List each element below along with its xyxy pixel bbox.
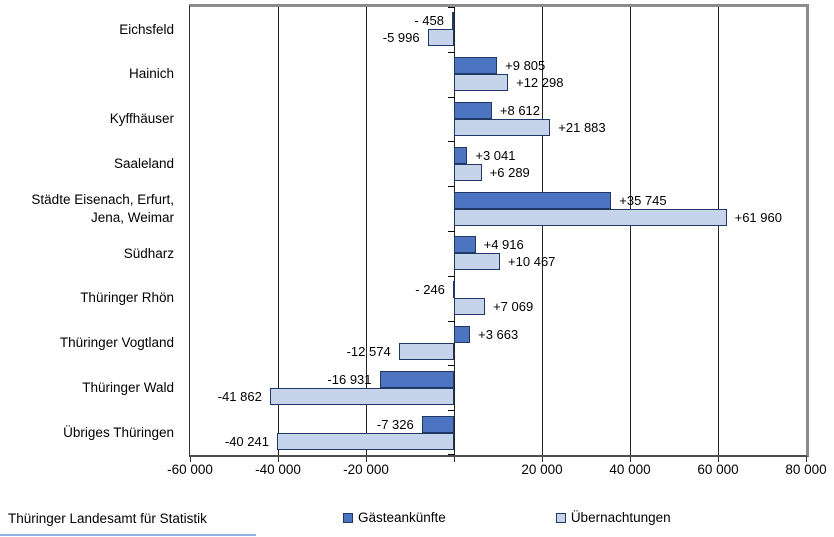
bar-uebernachtungen bbox=[454, 208, 727, 226]
category-axis: Eichsfeld Hainich Kyffhäuser Saaleland Städt… bbox=[0, 7, 182, 455]
x-axis-tick bbox=[630, 457, 631, 462]
bar-gaesteankuenfte bbox=[452, 281, 455, 299]
bar-uebernachtungen bbox=[454, 163, 482, 181]
gridline bbox=[277, 7, 279, 455]
value-label: - 246 bbox=[415, 282, 445, 298]
footer-underline bbox=[0, 534, 256, 536]
category-tick bbox=[448, 365, 455, 366]
category-label: Saaleland bbox=[113, 156, 174, 172]
x-axis-tick bbox=[190, 457, 191, 462]
bar-gaesteankuenfte bbox=[379, 370, 454, 388]
source-text: Thüringer Landesamt für Statistik bbox=[8, 511, 207, 526]
bar-gaesteankuenfte bbox=[454, 146, 468, 164]
bar-uebernachtungen bbox=[454, 253, 501, 271]
legend-swatch bbox=[343, 512, 353, 523]
value-label: -5 996 bbox=[382, 30, 420, 46]
category-label: Kyffhäuser bbox=[109, 111, 174, 127]
category-label: Thüringer Wald bbox=[82, 380, 174, 396]
bar-uebernachtungen bbox=[454, 298, 486, 316]
x-axis-tick bbox=[366, 457, 367, 462]
category-label: Eichsfeld bbox=[119, 21, 174, 37]
bar-uebernachtungen bbox=[276, 432, 454, 450]
bar-gaesteankuenfte bbox=[451, 12, 454, 30]
x-tick-label: 60 000 bbox=[697, 462, 739, 477]
bar-uebernachtungen bbox=[427, 29, 454, 47]
value-label: -7 326 bbox=[376, 416, 414, 432]
x-axis-tick bbox=[718, 457, 719, 462]
value-label: -12 574 bbox=[346, 344, 391, 359]
value-label: -40 241 bbox=[224, 433, 269, 449]
value-label: +3 663 bbox=[478, 327, 519, 342]
bar-uebernachtungen bbox=[454, 119, 551, 136]
category-tick bbox=[448, 97, 455, 98]
bar-uebernachtungen bbox=[269, 387, 454, 405]
bar-gaesteankuenfte bbox=[454, 191, 612, 209]
value-label: +61 960 bbox=[734, 209, 782, 225]
value-label: +35 745 bbox=[619, 192, 667, 208]
legend-item-uebernachtungen: Übernachtungen bbox=[555, 510, 671, 525]
category-label: Übriges Thüringen bbox=[63, 424, 174, 440]
legend-swatch bbox=[555, 512, 566, 523]
category-label: Thüringer Vogtland bbox=[59, 335, 174, 351]
bar-uebernachtungen bbox=[398, 343, 454, 360]
category-label: Thüringer Rhön bbox=[80, 290, 174, 306]
gridline bbox=[365, 7, 367, 455]
value-label: -16 931 bbox=[327, 371, 372, 387]
category-tick bbox=[448, 186, 455, 187]
x-tick-label: -20 000 bbox=[343, 462, 389, 477]
category-tick bbox=[448, 7, 455, 8]
category-tick bbox=[448, 454, 455, 455]
bar-gaesteankuenfte bbox=[454, 102, 492, 119]
value-label: +6 289 bbox=[489, 164, 530, 180]
category-tick bbox=[448, 321, 455, 322]
x-axis-tick bbox=[806, 457, 807, 462]
value-label: - 458 bbox=[414, 13, 444, 29]
bar-gaesteankuenfte bbox=[454, 57, 498, 75]
legend-label: Übernachtungen bbox=[570, 510, 671, 525]
x-tick-label: 40 000 bbox=[609, 462, 651, 477]
gridline bbox=[541, 7, 543, 455]
x-tick-label: 20 000 bbox=[521, 462, 563, 477]
category-tick bbox=[448, 276, 455, 277]
value-label: +4 916 bbox=[483, 237, 524, 253]
category-tick bbox=[448, 410, 455, 411]
category-tick bbox=[448, 231, 455, 232]
x-axis-tick bbox=[454, 457, 455, 462]
x-axis-tick bbox=[278, 457, 279, 462]
value-label: +3 041 bbox=[475, 147, 516, 163]
gridline bbox=[717, 7, 719, 455]
gridline bbox=[629, 7, 631, 455]
legend-item-gaesteankuenfte: Gästeankünfte bbox=[343, 510, 446, 525]
category-label: Städte Eisenach, Erfurt, Jena, Weimar bbox=[31, 192, 174, 225]
value-label: +10 467 bbox=[508, 254, 556, 270]
value-label: +9 805 bbox=[505, 58, 546, 74]
x-tick-label: -60 000 bbox=[167, 462, 213, 477]
bar-gaesteankuenfte bbox=[421, 415, 454, 433]
value-label: +12 298 bbox=[516, 75, 564, 91]
category-tick bbox=[448, 141, 455, 142]
x-tick-label: -40 000 bbox=[255, 462, 301, 477]
value-label: +8 612 bbox=[499, 103, 541, 118]
category-label: Hainich bbox=[128, 66, 174, 82]
bar-uebernachtungen bbox=[454, 74, 509, 92]
plot-area: - 458 +9 805 +8 612 +3 041 +35 745 +4 916 - 24… bbox=[189, 4, 809, 457]
legend: Gästeankünfte Übernachtungen bbox=[343, 510, 671, 525]
bar-gaesteankuenfte bbox=[454, 236, 476, 254]
value-label: +7 069 bbox=[493, 299, 534, 315]
x-axis-tick bbox=[542, 457, 543, 462]
value-label: +21 883 bbox=[558, 120, 606, 135]
x-tick-label: 80 000 bbox=[785, 462, 827, 477]
category-label: Südharz bbox=[123, 245, 174, 261]
legend-label: Gästeankünfte bbox=[358, 510, 446, 525]
bar-gaesteankuenfte bbox=[454, 326, 471, 343]
category-tick bbox=[448, 52, 455, 53]
value-label: -41 862 bbox=[217, 388, 262, 404]
